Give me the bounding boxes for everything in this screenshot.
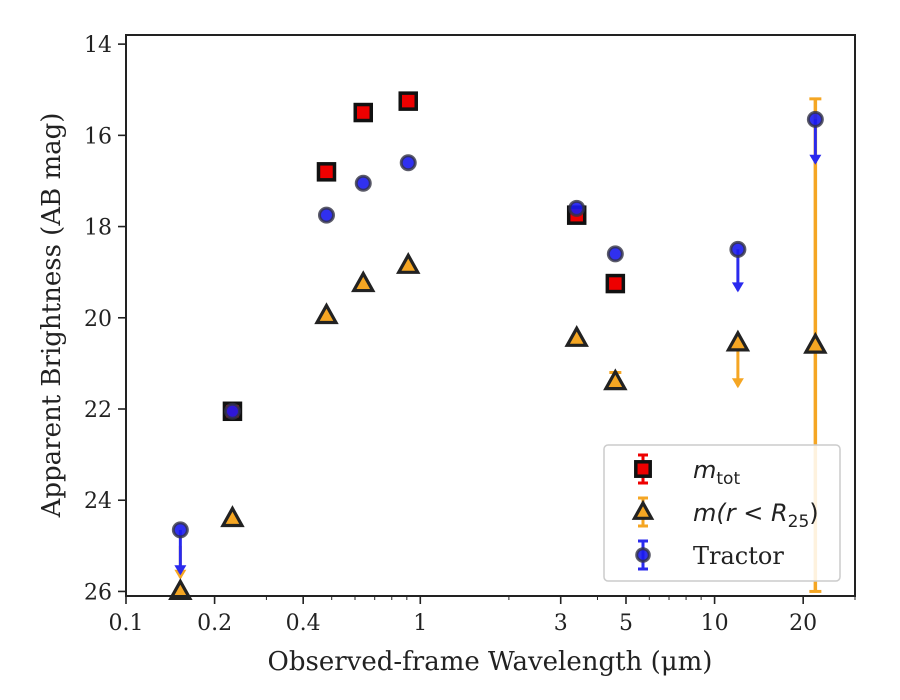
series-1-point-6 [603,368,628,391]
series-0-point-5 [605,273,626,294]
y-tick-label-4: 22 [84,398,112,423]
series-1-point-3 [351,270,376,293]
x-tick-label-2: 0.4 [286,611,321,636]
legend-marker-0 [634,460,652,478]
y-tick-label-0: 14 [84,33,112,58]
legend-marker-1 [631,499,655,520]
series-1-point-0 [168,578,193,601]
legend-marker-2 [635,547,651,563]
legend-label-tail: ) [809,499,818,527]
legend-label-main: Tractor [693,542,784,570]
legend-label-main: m(r < R [693,499,788,527]
series-0-point-3 [398,91,418,111]
series-1-point-5 [564,325,589,347]
legend-entry-1: m(r < R25) [631,496,819,532]
y-axis-label: Apparent Brightness (AB mag) [37,113,67,519]
series-2-point-8 [806,110,824,128]
series-2-upper-limit-1-head [731,282,744,293]
series-0-point-2 [353,102,374,123]
x-tick-label-7: 20 [789,611,817,636]
legend-label-1: m(r < R25) [693,499,819,532]
series-2-upper-limit-0-head [174,565,187,576]
series-2-point-3 [354,174,372,192]
series-1-point-8 [803,331,828,354]
series-2-point-5 [568,199,586,217]
legend-label-subscript: 25 [788,512,810,532]
legend-box [603,444,841,582]
series-2 [171,110,824,576]
legend-label-main: m [693,456,716,484]
legend-entry-2: Tractor [635,539,784,571]
series-2-point-4 [399,154,417,172]
series-2-point-6 [606,245,624,263]
series-1-point-2 [314,302,339,325]
legend-entry-0: mtot [634,453,740,489]
y-tick-label-5: 24 [84,489,112,514]
y-tick-label-1: 16 [84,124,112,149]
series-2-point-7 [729,240,747,258]
y-tick-label-2: 18 [84,216,112,241]
series-2-point-2 [317,206,335,224]
x-tick-label-4: 3 [554,611,568,636]
legend: mtot m(r < R25) Tractor [603,444,841,582]
x-tick-label-3: 1 [413,611,427,636]
series-1-upper-limit-1-head [731,378,744,389]
plot-frame [125,34,856,597]
x-axis-label: Observed-frame Wavelength (μm) [268,647,713,677]
series-1-point-7 [725,329,751,352]
y-tick-label-6: 26 [84,580,112,605]
legend-label-subscript: tot [716,469,740,489]
series-2-point-1 [223,402,241,420]
series-1-point-4 [396,252,421,274]
x-tick-label-0: 0.1 [109,611,144,636]
series-2-upper-limit-2-head [809,154,822,165]
series-2-point-0 [171,521,189,539]
axis-ticks: 0.1 0.2 0.4 1 3 5 10 20 14 16 18 20 22 24 26 [84,33,856,636]
legend-label-0: mtot [693,456,740,489]
x-tick-label-5: 5 [619,611,633,636]
series-0-point-1 [316,162,337,182]
series-1-point-1 [220,505,245,528]
x-tick-label-1: 0.2 [197,611,232,636]
x-tick-label-6: 10 [701,611,729,636]
y-tick-label-3: 20 [84,307,112,332]
legend-label-2: Tractor [693,542,784,570]
